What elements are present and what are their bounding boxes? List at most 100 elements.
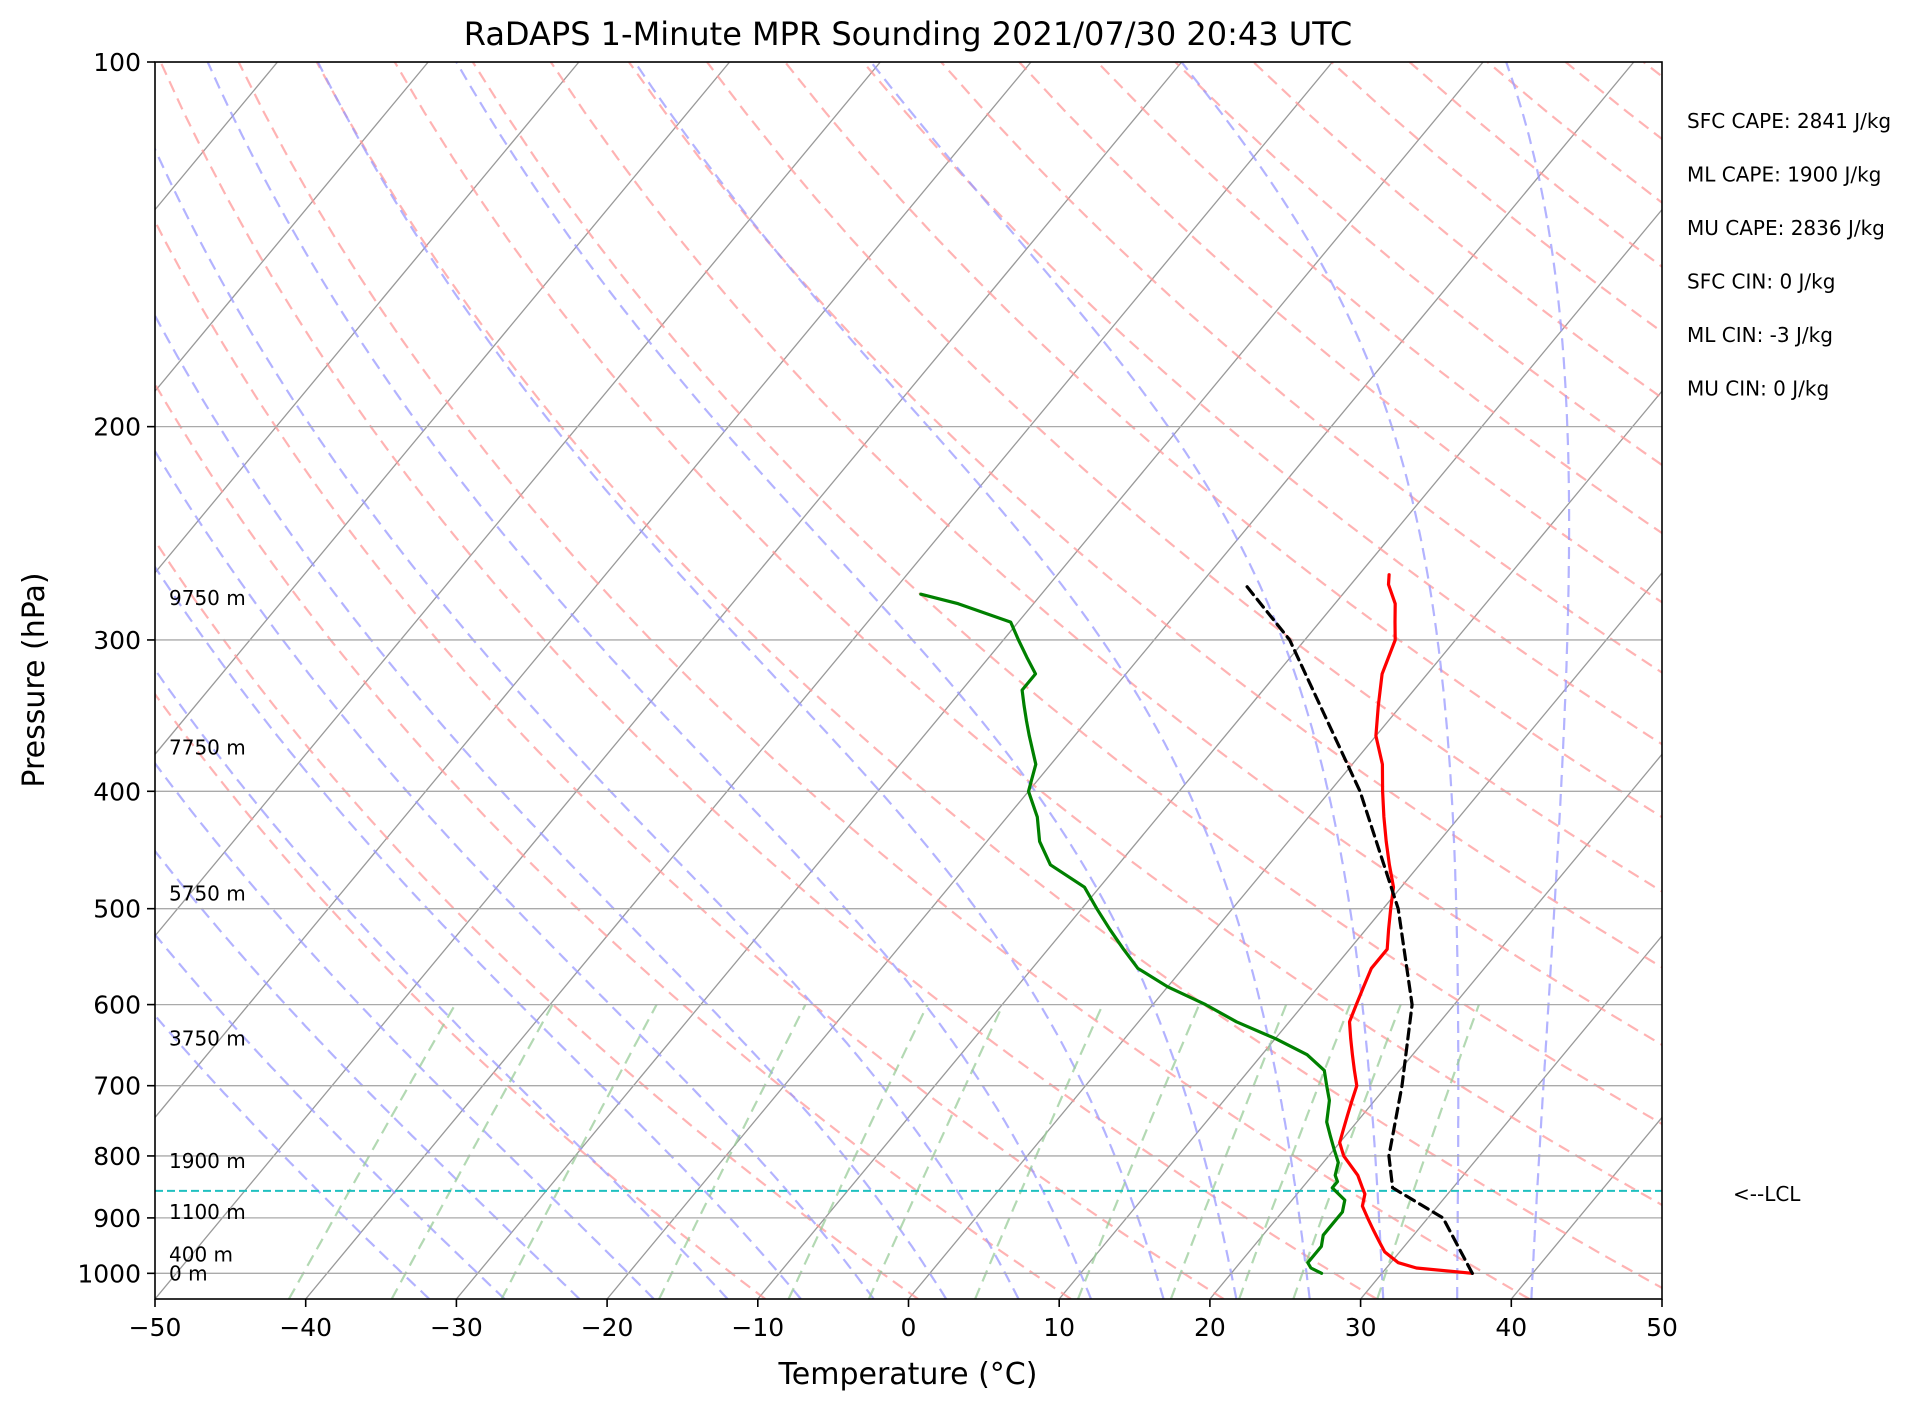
x-tick-label: 20 <box>1194 1313 1226 1342</box>
dry-adiabat-line <box>862 62 1662 746</box>
mixing-ratio-line <box>1292 1004 1402 1299</box>
lcl-label: <--LCL <box>1733 1182 1801 1206</box>
y-tick-label: 800 <box>93 1142 141 1171</box>
dry-adiabat-line <box>628 62 1662 969</box>
y-axis-label: Pressure (hPa) <box>17 572 52 787</box>
isotherm-line <box>155 62 1183 1299</box>
isotherm-line <box>907 390 1662 1299</box>
height-labels: 9750 m 7750 m 5750 m 3750 m 1900 m 1100 m 400 … <box>169 586 246 1285</box>
x-tick-label: −30 <box>430 1313 483 1342</box>
moist-adiabat-line <box>316 62 1165 1299</box>
isotherm-line <box>155 62 580 574</box>
dry-adiabat-line <box>159 62 1378 1299</box>
moist-adiabat-line <box>206 62 1093 1299</box>
moist-adiabat-line <box>155 313 948 1299</box>
dry-adiabat-line <box>155 381 1072 1299</box>
x-tick-label: 0 <box>901 1313 917 1342</box>
mixing-ratio-line <box>974 1004 1104 1299</box>
dry-adiabat-line <box>784 62 1662 819</box>
x-tick-label: 10 <box>1043 1313 1075 1342</box>
isotherm-line <box>305 62 1333 1299</box>
isotherm-line <box>155 62 1032 1119</box>
isotherm-line <box>155 62 881 937</box>
dewpoint-line <box>919 592 1347 1275</box>
sounding-series <box>919 573 1474 1275</box>
x-tick-label: 40 <box>1495 1313 1527 1342</box>
mixing-ratio-line <box>287 1004 457 1299</box>
stat-label: SFC CAPE: 2841 J/kg <box>1687 109 1891 133</box>
y-axis-ticks: 1000 900 800 700 600 500 400 300 200 100 <box>77 48 155 1288</box>
moist-adiabat-line <box>155 565 802 1299</box>
mixing-ratio-line <box>500 1004 658 1299</box>
moist-adiabat-line <box>155 449 875 1299</box>
mixing-ratio-line <box>787 1004 929 1299</box>
stat-label: ML CIN: -3 J/kg <box>1687 323 1833 347</box>
y-tick-label: 200 <box>93 413 141 442</box>
x-tick-label: −40 <box>279 1313 332 1342</box>
stat-label: ML CAPE: 1900 J/kg <box>1687 163 1881 187</box>
isotherm-line <box>606 62 1635 1299</box>
moist-adiabat-line <box>1505 62 1571 1299</box>
x-tick-label: −20 <box>581 1313 634 1342</box>
height-label: 1100 m <box>169 1200 246 1224</box>
dry-adiabat-line <box>1018 62 1662 604</box>
dry-adiabat-line <box>155 538 919 1299</box>
mixing-ratio-line <box>867 1004 1004 1299</box>
dry-adiabat-line <box>237 62 1530 1299</box>
moist-adiabat-line <box>155 667 729 1299</box>
x-tick-label: 30 <box>1345 1313 1377 1342</box>
height-label: 5750 m <box>169 882 246 906</box>
dry-adiabat-line <box>471 62 1662 1126</box>
y-tick-label: 300 <box>93 626 141 655</box>
lcl-group: <--LCL <box>155 1182 1801 1206</box>
temperature-line <box>1338 573 1474 1275</box>
dry-adiabat-line <box>155 692 766 1299</box>
chart-title: RaDAPS 1-Minute MPR Sounding 2021/07/30 … <box>464 15 1352 53</box>
moist-adiabat-line <box>155 932 506 1299</box>
isotherm-line <box>757 208 1662 1299</box>
y-tick-label: 400 <box>93 777 141 806</box>
moist-adiabat-line <box>870 62 1385 1299</box>
mixing-ratio-line <box>390 1004 554 1299</box>
mixing-ratio-line <box>1238 1004 1352 1299</box>
height-label: 7750 m <box>169 735 246 759</box>
dry-adiabat-line <box>549 62 1662 1047</box>
stat-label: SFC CIN: 0 J/kg <box>1687 270 1835 294</box>
height-label: 9750 m <box>169 586 246 610</box>
y-tick-label: 100 <box>93 48 141 77</box>
mixing-ratio-line <box>1076 1004 1201 1299</box>
stat-label: MU CAPE: 2836 J/kg <box>1687 216 1885 240</box>
mixing-ratio-line <box>1376 1004 1480 1299</box>
x-axis-ticks: −50 −40 −30 −20 −10 0 10 20 30 40 50 <box>129 1299 1678 1342</box>
height-label: 0 m <box>169 1261 208 1285</box>
x-axis-label: Temperature (°C) <box>778 1357 1038 1392</box>
moist-adiabat-line <box>1180 62 1460 1299</box>
height-label: 3750 m <box>169 1027 246 1051</box>
isotherm-line <box>1209 753 1662 1299</box>
isotherm-line <box>455 62 1484 1299</box>
isotherm-line <box>155 62 429 393</box>
stat-label: MU CIN: 0 J/kg <box>1687 377 1829 401</box>
moist-adiabat-line <box>455 62 1238 1299</box>
background-lines <box>155 62 1662 1299</box>
moist-adiabat-line <box>155 849 581 1299</box>
x-tick-label: 50 <box>1646 1313 1678 1342</box>
moist-adiabat-line <box>633 62 1311 1299</box>
isotherm-line <box>1360 934 1662 1299</box>
moist-adiabat-line <box>155 1013 431 1299</box>
moist-adiabat-line <box>155 761 655 1299</box>
parcel-line <box>1243 582 1474 1275</box>
y-tick-label: 900 <box>93 1204 141 1233</box>
mixing-ratio-line <box>658 1004 807 1299</box>
y-tick-label: 600 <box>93 991 141 1020</box>
moist-adiabat-line <box>155 146 1020 1299</box>
mixing-ratio-line <box>1169 1004 1288 1299</box>
y-tick-label: 700 <box>93 1072 141 1101</box>
y-tick-label: 1000 <box>77 1259 141 1288</box>
dry-adiabat-line <box>315 62 1662 1290</box>
isotherm-line <box>1058 571 1662 1299</box>
cape-cin-stats: SFC CAPE: 2841 J/kg ML CAPE: 1900 J/kg MU … <box>1687 109 1891 401</box>
height-label: 1900 m <box>169 1149 246 1173</box>
height-label: 400 m <box>169 1243 233 1267</box>
